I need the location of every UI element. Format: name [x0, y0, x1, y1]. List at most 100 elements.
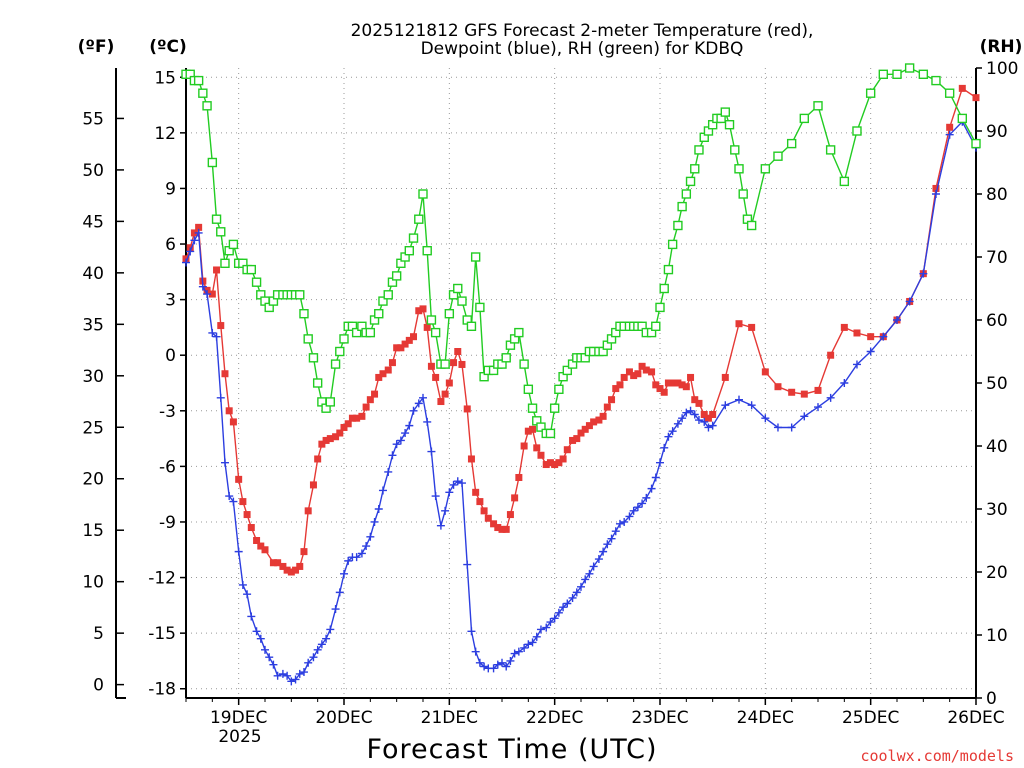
rh-point — [228, 239, 239, 250]
dewpoint-point — [673, 419, 682, 428]
dewpoint-point — [243, 590, 252, 599]
temperature-point — [358, 412, 366, 420]
rh-point — [408, 233, 419, 243]
dewpoint-point — [299, 668, 308, 677]
celsius-tick-label: 3 — [165, 291, 176, 311]
temperature-point — [616, 381, 624, 389]
dewpoint-point — [633, 503, 642, 512]
dewpoint-point — [467, 627, 476, 636]
temperature-point — [700, 411, 708, 418]
temperature-point — [599, 412, 607, 420]
dewpoint-point — [787, 423, 796, 432]
dewpoint-point — [256, 634, 265, 643]
dewpoint-point — [295, 669, 304, 678]
rh-point — [655, 302, 665, 313]
fahrenheit-tick-label: 40 — [82, 264, 104, 284]
temperature-point — [506, 511, 514, 519]
temperature-point — [800, 390, 808, 398]
fahrenheit-tick-label: 15 — [82, 521, 104, 541]
dewpoint-point — [340, 569, 348, 578]
temperature-point — [401, 340, 409, 348]
rh-point — [335, 346, 345, 357]
temperature-point — [296, 562, 304, 570]
dewpoint-point — [572, 588, 581, 597]
rh-point — [549, 403, 560, 413]
rh-point — [365, 327, 376, 338]
rh-point — [414, 214, 424, 224]
dewpoint-point — [269, 660, 278, 669]
temperature-point — [709, 411, 717, 418]
rh-point — [330, 359, 341, 369]
temperature-point — [326, 435, 334, 443]
temperature-point — [642, 366, 650, 374]
temperature-point — [511, 494, 519, 502]
rh-point — [892, 69, 902, 80]
dewpoint-point — [441, 506, 450, 515]
dewpoint-point — [852, 360, 861, 369]
dewpoint-point — [190, 236, 199, 245]
temperature-point — [695, 399, 703, 407]
dewpoint-point — [362, 542, 371, 551]
dewpoint-point — [475, 658, 484, 667]
dewpoint-point — [510, 649, 519, 658]
dewpoint-point — [493, 660, 502, 669]
rh-point — [738, 189, 748, 199]
temperature-point — [638, 362, 646, 370]
dewpoint-point — [265, 653, 274, 662]
temperature-point — [853, 329, 861, 337]
dewpoint-point — [374, 505, 383, 513]
temperature-point — [542, 461, 550, 469]
rh-point — [760, 164, 771, 174]
temperature-point — [279, 562, 287, 570]
dewpoint-point — [620, 517, 629, 526]
dewpoint-point — [370, 517, 379, 526]
rh-tick-label: 20 — [986, 563, 1008, 583]
temperature-point — [432, 373, 440, 381]
rh-tick-label: 60 — [986, 311, 1008, 331]
rh-point — [475, 302, 485, 313]
temperature-point — [415, 307, 423, 315]
rh-point — [839, 176, 850, 187]
dewpoint-point — [212, 332, 221, 341]
dewpoint-point — [423, 417, 432, 426]
dewpoint-point — [352, 553, 361, 562]
dewpoint-point — [542, 623, 551, 632]
dewpoint-point — [396, 436, 405, 445]
temperature-point — [569, 436, 577, 444]
temperature-point — [287, 568, 295, 576]
rh-point — [813, 101, 823, 111]
rh-point — [825, 145, 836, 155]
dewpoint-point — [335, 588, 344, 597]
temperature-point — [229, 418, 237, 426]
dewpoint-point — [225, 492, 234, 501]
x-tick-label: 25DEC — [842, 708, 899, 728]
temperature-point — [648, 368, 656, 376]
temperature-point — [494, 524, 502, 532]
rh-point — [422, 245, 432, 256]
dewpoint-point — [735, 395, 743, 404]
dewpoint-point — [401, 429, 410, 438]
rh-point — [470, 252, 481, 262]
x-tick-label: 19DEC — [210, 708, 267, 728]
temperature-point — [450, 359, 458, 367]
dewpoint-point — [651, 473, 660, 482]
fahrenheit-tick-label: 5 — [93, 624, 104, 644]
dewpoint-point — [773, 423, 782, 432]
temperature-point — [590, 418, 598, 426]
rh-tick-label: 0 — [986, 689, 997, 709]
temperature-point — [344, 420, 352, 428]
rh-point — [957, 113, 968, 124]
dewpoint-point — [642, 493, 651, 502]
dewpoint-point — [220, 458, 229, 467]
dewpoint-point — [471, 647, 480, 656]
dewpoint-point — [660, 443, 669, 452]
celsius-tick-label: -6 — [159, 457, 176, 477]
fahrenheit-tick-label: 35 — [82, 315, 104, 335]
dewpoint-point — [594, 555, 603, 564]
dewpoint-point — [694, 416, 703, 425]
temperature-point — [498, 525, 506, 533]
rh-point — [202, 101, 212, 111]
temperature-point — [195, 223, 203, 231]
dewpoint-point — [322, 634, 331, 643]
temperature-point — [437, 398, 445, 406]
